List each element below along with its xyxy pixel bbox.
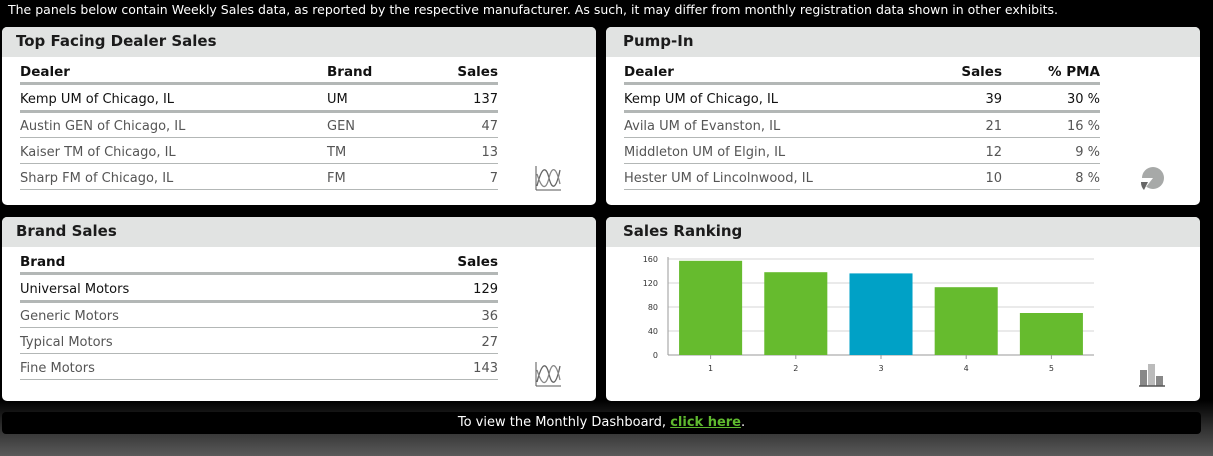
brand-cell: Generic Motors bbox=[20, 301, 420, 328]
bar bbox=[679, 260, 743, 355]
line-chart-icon[interactable] bbox=[534, 360, 562, 388]
pie-chart-icon[interactable] bbox=[1138, 166, 1166, 194]
dealer-cell: Sharp FM of Chicago, IL bbox=[20, 163, 327, 190]
top-dealer-sales-panel: Top Facing Dealer Sales Dealer Brand Sal… bbox=[2, 27, 596, 205]
brand-cell: FM bbox=[327, 163, 427, 190]
brand-sales-panel: Brand Sales Brand Sales Universal Motors… bbox=[2, 217, 596, 401]
pma-cell: 8 % bbox=[1002, 163, 1100, 190]
bar bbox=[764, 272, 828, 355]
pma-cell: 30 % bbox=[1002, 83, 1100, 113]
y-tick-label: 40 bbox=[648, 327, 658, 336]
dealer-cell: Kaiser TM of Chicago, IL bbox=[20, 137, 327, 164]
table-row: Avila UM of Evanston, IL 21 16 % bbox=[624, 111, 1100, 138]
pma-cell: 16 % bbox=[1002, 111, 1100, 138]
table-row: Middleton UM of Elgin, IL 12 9 % bbox=[624, 137, 1100, 164]
x-tick-label: 4 bbox=[964, 364, 969, 373]
footer-text: To view the Monthly Dashboard, bbox=[457, 415, 671, 430]
sales-cell: 10 bbox=[924, 163, 1002, 190]
pump-in-panel: Pump-In Dealer Sales % PMA Kemp UM of Ch… bbox=[606, 27, 1200, 205]
y-tick-label: 80 bbox=[648, 303, 658, 312]
sales-cell: 12 bbox=[924, 137, 1002, 164]
table-row: Hester UM of Lincolnwood, IL 10 8 % bbox=[624, 163, 1100, 190]
table-row: Sharp FM of Chicago, IL FM 7 bbox=[20, 163, 498, 190]
column-header-sales: Sales bbox=[420, 247, 498, 275]
table-row: Generic Motors 36 bbox=[20, 301, 498, 328]
sales-cell: 47 bbox=[427, 111, 498, 138]
x-tick-label: 3 bbox=[878, 364, 883, 373]
y-tick-label: 160 bbox=[643, 255, 658, 264]
brand-cell: Fine Motors bbox=[20, 353, 420, 380]
sales-cell: 13 bbox=[427, 137, 498, 164]
dealer-cell: Avila UM of Evanston, IL bbox=[624, 111, 924, 138]
dealer-cell: Middleton UM of Elgin, IL bbox=[624, 137, 924, 164]
panel-title: Sales Ranking bbox=[606, 217, 1200, 247]
bar bbox=[934, 287, 998, 355]
bar bbox=[1019, 313, 1083, 355]
sales-cell: 137 bbox=[427, 83, 498, 113]
column-header-brand: Brand bbox=[327, 57, 427, 85]
top-dealer-table: Dealer Brand Sales Kemp UM of Chicago, I… bbox=[20, 57, 498, 190]
brand-cell: TM bbox=[327, 137, 427, 164]
table-row: Typical Motors 27 bbox=[20, 327, 498, 354]
table-row: Kemp UM of Chicago, IL 39 30 % bbox=[624, 83, 1100, 113]
sales-cell: 7 bbox=[427, 163, 498, 190]
column-header-sales: Sales bbox=[427, 57, 498, 85]
column-header-sales: Sales bbox=[924, 57, 1002, 85]
table-row: Kemp UM of Chicago, IL UM 137 bbox=[20, 83, 498, 113]
x-tick-label: 2 bbox=[793, 364, 798, 373]
bar-chart-icon[interactable] bbox=[1138, 360, 1166, 388]
column-header-brand: Brand bbox=[20, 247, 420, 275]
sales-ranking-chart: 0 40 80 120 160 1 2 3 4 5 bbox=[643, 255, 1094, 373]
panel-title: Pump-In bbox=[606, 27, 1200, 57]
monthly-dashboard-link[interactable]: click here bbox=[670, 415, 741, 430]
sales-ranking-panel: Sales Ranking 0 40 80 120 160 1 2 3 4 5 bbox=[606, 217, 1200, 401]
panel-title: Top Facing Dealer Sales bbox=[2, 27, 596, 57]
table-row: Universal Motors 129 bbox=[20, 273, 498, 303]
x-tick-label: 5 bbox=[1049, 364, 1054, 373]
column-header-pma: % PMA bbox=[1002, 57, 1100, 85]
sales-cell: 39 bbox=[924, 83, 1002, 113]
column-header-dealer: Dealer bbox=[20, 57, 327, 85]
footer-period: . bbox=[741, 415, 746, 430]
weekly-sales-notice: The panels below contain Weekly Sales da… bbox=[8, 2, 1058, 17]
dealer-cell: Kemp UM of Chicago, IL bbox=[20, 83, 327, 113]
dealer-cell: Kemp UM of Chicago, IL bbox=[624, 83, 924, 113]
brand-cell: Universal Motors bbox=[20, 273, 420, 303]
brand-cell: GEN bbox=[327, 111, 427, 138]
pump-in-table: Dealer Sales % PMA Kemp UM of Chicago, I… bbox=[624, 57, 1100, 190]
pma-cell: 9 % bbox=[1002, 137, 1100, 164]
brand-cell: Typical Motors bbox=[20, 327, 420, 354]
sales-cell: 21 bbox=[924, 111, 1002, 138]
sales-cell: 143 bbox=[420, 353, 498, 380]
y-tick-label: 0 bbox=[653, 351, 658, 360]
table-row: Kaiser TM of Chicago, IL TM 13 bbox=[20, 137, 498, 164]
brand-cell: UM bbox=[327, 83, 427, 113]
sales-cell: 129 bbox=[420, 273, 498, 303]
brand-sales-table: Brand Sales Universal Motors 129 Generic… bbox=[20, 247, 498, 380]
monthly-dashboard-footer: To view the Monthly Dashboard, click her… bbox=[2, 412, 1201, 434]
column-header-dealer: Dealer bbox=[624, 57, 924, 85]
bar bbox=[849, 273, 913, 355]
dealer-cell: Austin GEN of Chicago, IL bbox=[20, 111, 327, 138]
y-tick-label: 120 bbox=[643, 279, 658, 288]
line-chart-icon[interactable] bbox=[534, 164, 562, 192]
dealer-cell: Hester UM of Lincolnwood, IL bbox=[624, 163, 924, 190]
sales-cell: 36 bbox=[420, 301, 498, 328]
table-row: Austin GEN of Chicago, IL GEN 47 bbox=[20, 111, 498, 138]
x-tick-label: 1 bbox=[708, 364, 713, 373]
panel-title: Brand Sales bbox=[2, 217, 596, 247]
table-row: Fine Motors 143 bbox=[20, 353, 498, 380]
sales-cell: 27 bbox=[420, 327, 498, 354]
